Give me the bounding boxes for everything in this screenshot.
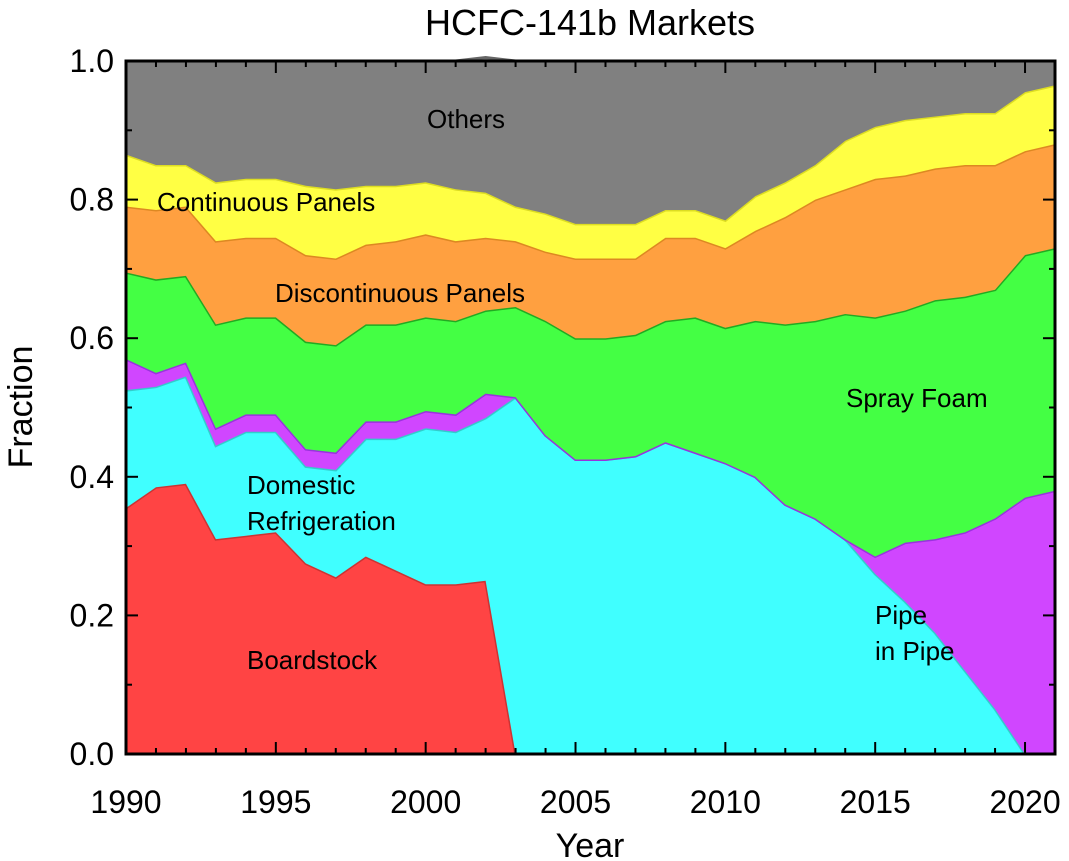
area-domestic-refrigeration: [126, 376, 1055, 754]
y-axis-label: Fraction: [2, 346, 40, 469]
series-annotations: Boardstock Domestic Refrigeration Pipe in Pi…: [157, 104, 988, 675]
chart-title: HCFC-141b Markets: [425, 2, 755, 43]
x-axis-label: Year: [556, 827, 625, 861]
annotation-line: Continuous Panels: [157, 187, 375, 217]
y-tick-label-0.4: 0.4: [70, 459, 114, 495]
y-tick-label-0.2: 0.2: [70, 597, 114, 633]
area-spray-foam: [126, 248, 1055, 557]
annotation-line: Refrigeration: [247, 506, 396, 536]
area-continuous-panels: [126, 85, 1055, 259]
annotation-line: Boardstock: [247, 645, 378, 675]
x-tick-label-1995: 1995: [240, 784, 311, 820]
x-tick-label-2010: 2010: [690, 784, 761, 820]
y-tick-label-0.8: 0.8: [70, 182, 114, 218]
area-pipe-in-pipe: [126, 358, 1055, 754]
y-tick-label-0.0: 0.0: [70, 736, 114, 772]
area-discontinuous-panels: [126, 144, 1055, 346]
x-tick-label-2000: 2000: [390, 784, 461, 820]
annotation-others: Others: [427, 104, 505, 134]
annotation-line: Discontinuous Panels: [275, 278, 525, 308]
annotation-line: Domestic: [247, 470, 355, 500]
annotation-domestic-refrigeration: Domestic Refrigeration: [247, 470, 396, 536]
annotation-line: in Pipe: [875, 636, 955, 666]
x-tick-label-2005: 2005: [540, 784, 611, 820]
axis-ticks: 1990 1995 2000 2005 2010 2015 2020 0.0 0.2 0.4 0.6…: [70, 43, 1061, 820]
x-tick-label-2015: 2015: [840, 784, 911, 820]
annotation-line: Others: [427, 104, 505, 134]
x-tick-label-2020: 2020: [989, 784, 1060, 820]
annotation-spray-foam: Spray Foam: [846, 383, 988, 413]
annotation-continuous-panels: Continuous Panels: [157, 187, 375, 217]
annotation-boardstock: Boardstock: [247, 645, 378, 675]
annotation-pipe-in-pipe: Pipe in Pipe: [875, 600, 955, 666]
y-tick-label-0.6: 0.6: [70, 320, 114, 356]
annotation-discontinuous-panels: Discontinuous Panels: [275, 278, 525, 308]
annotation-line: Pipe: [875, 600, 927, 630]
area-boardstock: [126, 483, 1055, 754]
area-others: [126, 57, 1055, 224]
y-tick-label-1.0: 1.0: [70, 43, 114, 79]
x-tick-label-1990: 1990: [90, 784, 161, 820]
annotation-line: Spray Foam: [846, 383, 988, 413]
